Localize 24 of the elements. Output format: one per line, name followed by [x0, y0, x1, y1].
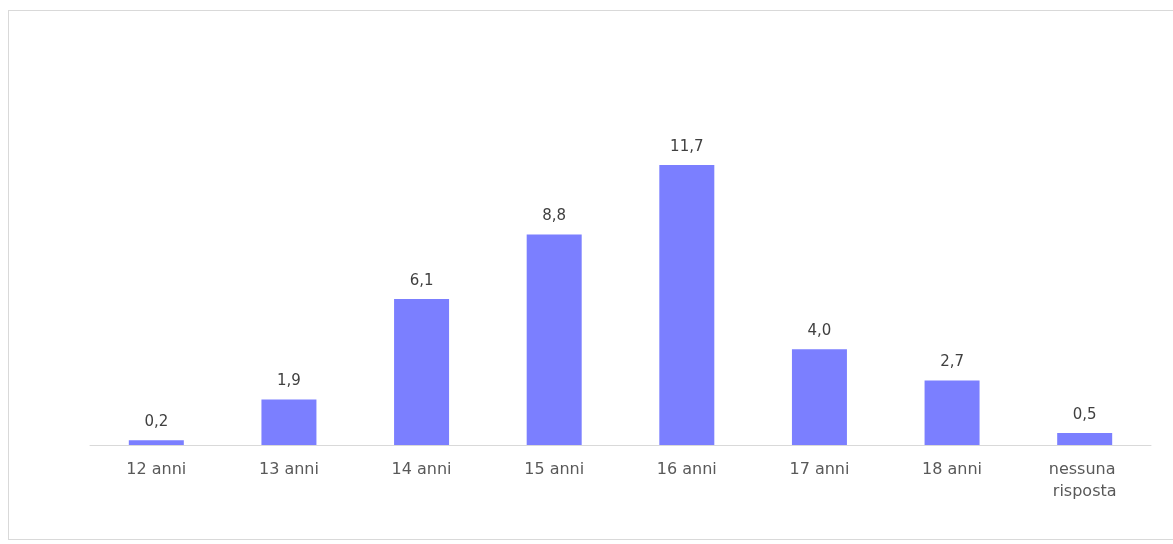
data-label: 8,8 — [542, 205, 567, 224]
data-label: 11,7 — [670, 136, 704, 155]
data-label: 1,9 — [277, 371, 301, 390]
x-tick-label: 18 anni — [922, 458, 983, 478]
x-tick-label: 16 anni — [656, 458, 717, 478]
x-tick-label: 14 anni — [391, 458, 452, 478]
bar — [128, 440, 184, 445]
data-label: 6,1 — [409, 270, 434, 289]
bar — [924, 380, 980, 445]
bar — [659, 165, 715, 445]
x-tick-label: 13 anni — [258, 458, 319, 478]
bar — [791, 349, 847, 445]
bar — [526, 234, 582, 445]
data-label: 0,2 — [144, 411, 169, 430]
x-tick-label: nessuna risposta — [1048, 458, 1121, 500]
data-label: 2,7 — [940, 351, 964, 370]
bar — [261, 399, 317, 445]
data-label: 4,0 — [807, 320, 832, 339]
x-tick-label: 12 anni — [126, 458, 187, 478]
x-tick-label: 15 anni — [524, 458, 585, 478]
data-label: 0,5 — [1072, 404, 1097, 423]
bar — [394, 299, 450, 445]
x-tick-label: 17 anni — [789, 458, 850, 478]
bar — [1057, 433, 1113, 445]
